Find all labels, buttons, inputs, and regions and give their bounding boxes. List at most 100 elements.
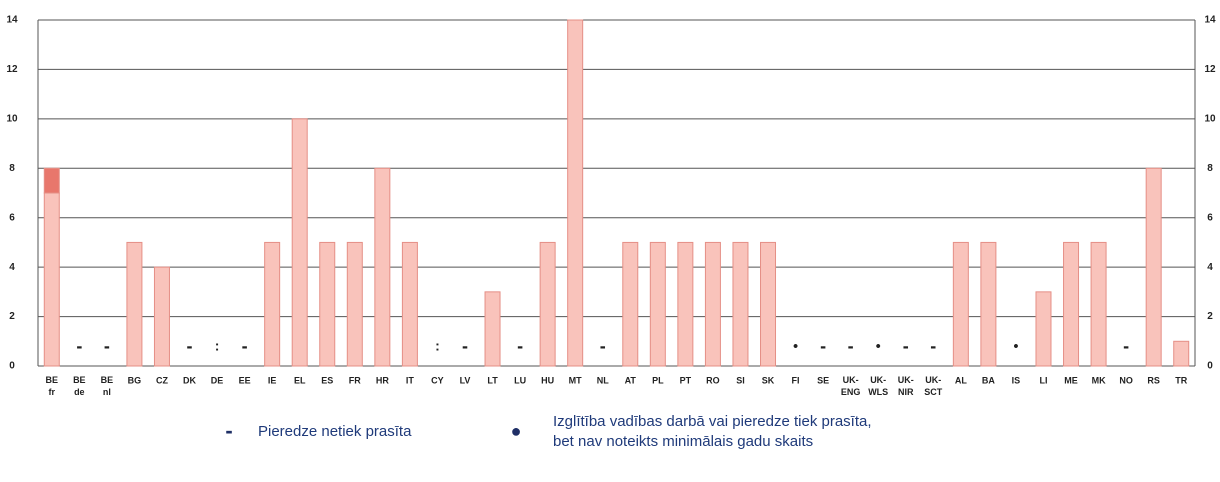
x-tick-label: AL — [955, 375, 967, 385]
y2-tick-label: 14 — [1204, 15, 1216, 26]
y-tick-label: 0 — [9, 361, 15, 372]
y-tick-label: 8 — [9, 163, 15, 174]
bar — [126, 241, 143, 367]
bar — [649, 241, 666, 367]
bar — [153, 266, 170, 367]
bar — [401, 241, 418, 367]
x-tick-label: SI — [736, 375, 745, 385]
legend-symbol: ● — [511, 421, 522, 441]
marker: - — [104, 336, 110, 356]
x-tick-label: RS — [1147, 375, 1160, 385]
x-tick-label: AT — [625, 375, 637, 385]
bar — [1090, 241, 1107, 367]
x-tick-label: ME — [1064, 375, 1078, 385]
x-tick-label: NL — [597, 375, 609, 385]
legend-label: Pieredze netiek prasīta — [258, 423, 412, 440]
bar — [980, 241, 997, 367]
x-tick-label: BE fr — [46, 375, 59, 397]
x-tick-label: BE nl — [101, 375, 114, 397]
x-tick-label: DE — [211, 375, 224, 385]
marker: • — [793, 338, 798, 354]
x-tick-label: PT — [680, 375, 692, 385]
bar — [567, 19, 584, 367]
x-tick-label: DK — [183, 375, 196, 385]
marker: - — [930, 336, 936, 356]
y-tick-label: 4 — [9, 262, 15, 273]
y2-tick-label: 12 — [1204, 64, 1216, 75]
legend-symbol: - — [225, 418, 232, 443]
marker: - — [462, 336, 468, 356]
x-tick-label: IS — [1012, 375, 1021, 385]
x-tick-label: SE — [817, 375, 829, 385]
y-tick-label: 2 — [9, 311, 15, 322]
x-tick-label: LI — [1039, 375, 1047, 385]
bar — [291, 118, 308, 367]
x-tick-label: BG — [128, 375, 142, 385]
x-tick-label: HR — [376, 375, 389, 385]
bar — [484, 291, 501, 367]
bar — [43, 167, 60, 194]
marker: - — [1123, 336, 1129, 356]
marker: • — [876, 338, 881, 354]
marker: : — [215, 338, 220, 354]
x-tick-label: ES — [321, 375, 333, 385]
x-tick-label: UK-ENG — [841, 375, 861, 397]
x-tick-label: LT — [487, 375, 498, 385]
marker: - — [848, 336, 854, 356]
x-tick-label: SK — [762, 375, 775, 385]
bar — [952, 241, 969, 367]
x-tick-label: NO — [1119, 375, 1133, 385]
y-tick-label: 10 — [6, 113, 18, 124]
x-tick-label: EE — [239, 375, 251, 385]
y2-tick-label: 10 — [1204, 113, 1216, 124]
bar — [1173, 340, 1190, 367]
marker: • — [1013, 338, 1018, 354]
marker: - — [903, 336, 909, 356]
x-tick-label: HU — [541, 375, 554, 385]
marker: - — [76, 336, 82, 356]
legend-label: bet nav noteikts minimālais gadu skaits — [553, 433, 813, 450]
x-tick-label: RO — [706, 375, 720, 385]
bar — [1035, 291, 1052, 367]
x-tick-label: TR — [1175, 375, 1187, 385]
x-tick-label: LV — [460, 375, 471, 385]
x-tick-label: FR — [349, 375, 361, 385]
x-tick-label: LU — [514, 375, 526, 385]
x-tick-label: UK-WLS — [868, 375, 888, 397]
x-tick-label: IE — [268, 375, 277, 385]
x-tick-label: IT — [406, 375, 415, 385]
x-tick-label: PL — [652, 375, 664, 385]
marker: - — [600, 336, 606, 356]
bar — [1063, 241, 1080, 367]
x-tick-label: UK-SCT — [924, 375, 943, 397]
y-tick-label: 12 — [6, 64, 18, 75]
marker: - — [187, 336, 193, 356]
bar — [704, 241, 721, 367]
y-tick-label: 6 — [9, 212, 15, 223]
bar — [539, 241, 556, 367]
x-tick-label: FI — [792, 375, 800, 385]
x-tick-label: UK-NIR — [898, 375, 914, 397]
legend-label: Izglītība vadības darbā vai pieredze tie… — [553, 413, 872, 430]
marker: : — [435, 338, 440, 354]
x-tick-label: CY — [431, 375, 444, 385]
y2-tick-label: 0 — [1207, 361, 1213, 372]
y-tick-label: 14 — [6, 15, 18, 26]
bar — [319, 241, 336, 367]
x-tick-label: MK — [1092, 375, 1106, 385]
y2-tick-label: 4 — [1207, 262, 1213, 273]
y2-tick-label: 2 — [1207, 311, 1213, 322]
bar — [1145, 167, 1162, 367]
bar — [374, 167, 391, 367]
x-tick-label: MT — [569, 375, 582, 385]
marker: - — [820, 336, 826, 356]
x-tick-label: BE de — [73, 375, 86, 397]
x-tick-label: CZ — [156, 375, 168, 385]
marker: - — [517, 336, 523, 356]
bar — [346, 241, 363, 367]
x-tick-label: EL — [294, 375, 306, 385]
y2-tick-label: 6 — [1207, 212, 1213, 223]
bar — [677, 241, 694, 367]
y2-tick-label: 8 — [1207, 163, 1213, 174]
